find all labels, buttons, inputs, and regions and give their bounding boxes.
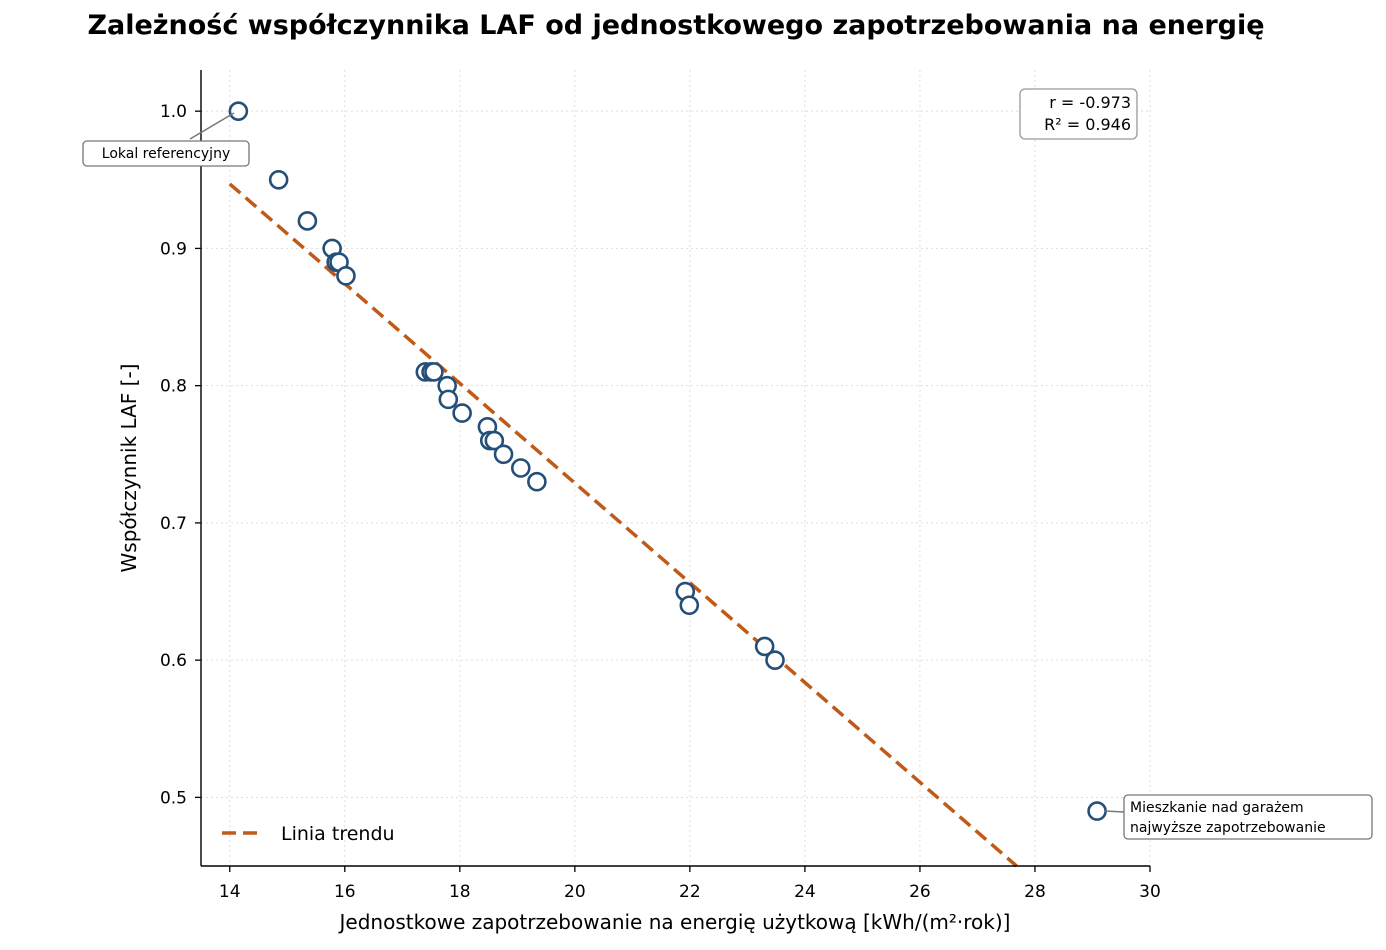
- data-point-20: [679, 595, 700, 616]
- points-layer: [228, 101, 1107, 821]
- legend-trend-label: Linia trendu: [281, 823, 395, 845]
- data-point-23: [1087, 801, 1107, 821]
- data-point-12: [452, 403, 472, 423]
- y-tick-label-4: 0.9: [160, 239, 187, 259]
- x-axis-label: Jednostkowe zapotrzebowanie na energię u…: [338, 910, 1011, 934]
- y-tick-label-3: 0.8: [160, 377, 187, 397]
- data-point-6: [336, 266, 356, 286]
- trend-layer: [228, 182, 1018, 868]
- legend: Linia trendu: [222, 823, 395, 845]
- data-point-22: [765, 650, 785, 670]
- grid: [201, 70, 1151, 866]
- y-tick-label-0: 0.5: [160, 788, 187, 808]
- x-tick-label-5: 24: [794, 882, 816, 902]
- x-ticks: 14 16 18 20 22 24 26 28 30: [219, 866, 1161, 902]
- data-point-15: [484, 430, 505, 451]
- stats-r2: R² = 0.946: [1044, 115, 1131, 134]
- annotation-garage-line-2: najwyższe zapotrzebowanie: [1130, 820, 1326, 836]
- x-tick-label-7: 28: [1024, 882, 1046, 902]
- y-tick-label-1: 0.6: [160, 651, 187, 671]
- annotation-reference-box: [82, 140, 250, 167]
- data-point-2: [297, 211, 318, 231]
- annotation-garage-line-1: Mieszkanie nad garażem: [1130, 800, 1304, 816]
- annotation-reference-leader: [189, 112, 235, 140]
- y-ticks: 0.5 0.6 0.7 0.8 0.9 1.0: [160, 102, 201, 808]
- x-tick-label-1: 16: [334, 882, 356, 902]
- data-point-16: [493, 444, 514, 465]
- data-point-1: [268, 169, 289, 190]
- annotation-reference-text: Lokal referencyjny: [102, 146, 230, 162]
- annotation-garage: Mieszkanie nad garażem najwyższe zapotrz…: [1104, 794, 1373, 840]
- chart-title: Zależność współczynnika LAF od jednostko…: [87, 10, 1265, 41]
- y-tick-label-2: 0.7: [160, 514, 187, 534]
- y-axis-label: Współczynnik LAF [-]: [117, 364, 141, 573]
- trend-line: [228, 182, 1018, 868]
- data-point-18: [527, 471, 547, 492]
- data-point-9: [424, 362, 444, 382]
- x-tick-label-8: 30: [1139, 882, 1161, 902]
- annotation-garage-leader: [1104, 810, 1125, 813]
- y-tick-label-5: 1.0: [160, 102, 187, 122]
- x-tick-label-4: 22: [679, 882, 701, 902]
- stats-r: r = -0.973: [1049, 93, 1131, 112]
- x-tick-label-6: 26: [909, 882, 931, 902]
- x-tick-label-0: 14: [219, 882, 241, 902]
- annotation-garage-box: [1123, 794, 1373, 840]
- data-point-21: [754, 636, 775, 657]
- x-tick-label-2: 18: [449, 882, 471, 902]
- x-tick-label-3: 20: [564, 882, 586, 902]
- data-point-11: [438, 389, 459, 410]
- axes: [200, 70, 1150, 867]
- stats-box: r = -0.973 R² = 0.946: [1019, 88, 1138, 140]
- annotation-reference: Lokal referencyjny: [82, 112, 250, 167]
- data-point-17: [510, 458, 531, 478]
- data-point-0: [228, 101, 249, 121]
- stats-box-frame: [1019, 88, 1138, 140]
